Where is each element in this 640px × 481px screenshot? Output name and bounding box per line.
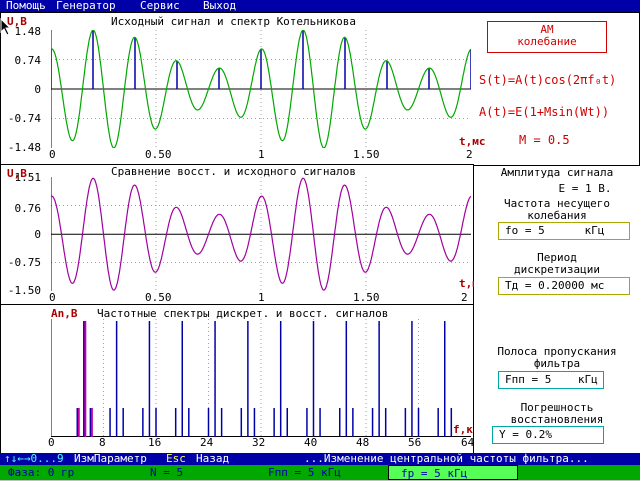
panel2-xtick: 2 — [461, 291, 468, 304]
panel2-ytick: -1.50 — [7, 284, 41, 297]
panel1-xtick: 1.50 — [353, 148, 380, 161]
panel3-title: Частотные спектры дискрет. и восст. сигн… — [97, 307, 389, 320]
panel2-ytick: 0 — [34, 228, 41, 241]
panel1-plot — [51, 30, 471, 148]
panel3-ylabel: An,B — [51, 307, 78, 320]
panel3-xtick: 24 — [200, 436, 214, 449]
mouse-cursor-icon — [0, 18, 12, 36]
status-esc[interactable]: Esc — [166, 452, 186, 465]
signal-line — [51, 177, 471, 291]
center-freq-readout[interactable]: fр = 5 кГц — [388, 465, 518, 480]
status-keys: ↑↓←→0...9 — [4, 452, 64, 465]
recovery-error-title: Погрешность восстановления — [510, 401, 604, 426]
panel2-title: Сравнение восст. и исходного сигналов — [111, 165, 357, 178]
menu-exit[interactable]: Выход — [203, 0, 237, 12]
status-back[interactable]: Назад — [196, 452, 230, 465]
panel3-xtick: 16 — [148, 436, 162, 449]
panel2-plot — [51, 177, 471, 291]
formula-signal: S(t)=A(t)cos(2πf₀t) — [479, 73, 617, 87]
panel1-xtick: 1 — [258, 148, 265, 161]
panel3-xtick: 56 — [408, 436, 422, 449]
panel2-ytick: -0.75 — [7, 256, 41, 269]
panel3-xtick: 64 — [461, 436, 475, 449]
panel1-ylabel: U,B — [7, 15, 27, 28]
panel-spectra: An,B Частотные спектры дискрет. и восст.… — [0, 304, 486, 454]
panel1-xtick: 0.50 — [145, 148, 172, 161]
filter-band-title: Полоса пропускания фильтра — [497, 345, 617, 370]
panel1-ytick: -1.48 — [7, 141, 41, 154]
panel-compare-signals: U,B Сравнение восст. и исходного сигнало… — [0, 164, 486, 306]
panel3-plot — [51, 319, 471, 437]
panel2-xtick: 0 — [49, 291, 56, 304]
menu-service[interactable]: Сервис — [140, 0, 180, 12]
carrier-freq-title: Частота несущего колебания — [504, 197, 610, 222]
signal-line — [51, 30, 471, 148]
carrier-freq-field[interactable]: fo = 5 кГц — [498, 222, 630, 240]
info-panel: Амплитуда сигнала E = 1 В. Частота несущ… — [474, 166, 640, 462]
sampling-period-title: Период дискретизации — [513, 251, 601, 276]
panel3-xtick: 32 — [252, 436, 266, 449]
am-label-box: АМ колебание — [487, 21, 607, 53]
bottom-info-bar: Фаза: 0 гр N = 5 Fпп = 5 кГц fр = 5 кГц — [0, 465, 640, 480]
panel3-xtick: 0 — [48, 436, 55, 449]
panel2-xtick: 1.50 — [353, 291, 380, 304]
panel1-ytick: 1.48 — [14, 25, 42, 38]
panel3-xtick: 48 — [356, 436, 370, 449]
panel2-ytick: 0.76 — [14, 202, 42, 215]
phase-readout: Фаза: 0 гр — [8, 466, 75, 479]
filter-band-readout: Fпп = 5 кГц — [268, 466, 341, 479]
panel1-xtick: 0 — [49, 148, 56, 161]
status-bar: ↑↓←→0...9 ИзмПараметр Esc Назад ...Измен… — [0, 453, 640, 465]
panel2-ytick: 1.51 — [14, 171, 42, 184]
status-message: ...Изменение центральной частоты фильтра… — [304, 452, 589, 465]
amplitude-value: E = 1 В. — [558, 182, 612, 195]
menu-help[interactable]: Помощь — [6, 0, 46, 12]
sampling-period-field[interactable]: Тд = 0.20000 мс — [498, 277, 630, 295]
panel-source-signal: U,B Исходный сигнал и спектр Котельников… — [0, 12, 640, 166]
panel1-xtick: 2 — [466, 148, 473, 161]
status-param[interactable]: ИзмПараметр — [74, 452, 147, 465]
center-freq-value: fр = 5 кГц — [401, 467, 468, 480]
panel1-ytick: 0 — [34, 83, 41, 96]
panel2-xtick: 0.50 — [145, 291, 172, 304]
filter-band-field[interactable]: Fпп = 5 кГц — [498, 371, 604, 389]
panel3-xtick: 40 — [304, 436, 318, 449]
modulation-index: M = 0.5 — [519, 133, 570, 147]
formula-amplitude: A(t)=E(1+Msin(Wt)) — [479, 105, 610, 119]
panel1-time-label: t,мс — [459, 135, 486, 148]
n-readout: N = 5 — [150, 466, 184, 479]
amplitude-title: Амплитуда сигнала — [500, 166, 614, 179]
panel1-title: Исходный сигнал и спектр Котельникова — [111, 15, 357, 28]
panel2-xtick: 1 — [258, 291, 265, 304]
recovery-error-field[interactable]: Y = 0.2% — [492, 426, 604, 444]
panel1-ytick: -0.74 — [7, 112, 41, 125]
menu-generator[interactable]: Генератор — [56, 0, 116, 12]
panel1-ytick: 0.74 — [14, 54, 42, 67]
panel3-xtick: 8 — [99, 436, 106, 449]
menu-bar: Помощь Генератор Сервис Выход — [0, 0, 640, 12]
panel2-ylabel: U,B — [7, 167, 27, 180]
